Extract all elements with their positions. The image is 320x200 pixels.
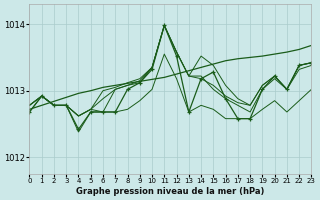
X-axis label: Graphe pression niveau de la mer (hPa): Graphe pression niveau de la mer (hPa): [76, 187, 265, 196]
